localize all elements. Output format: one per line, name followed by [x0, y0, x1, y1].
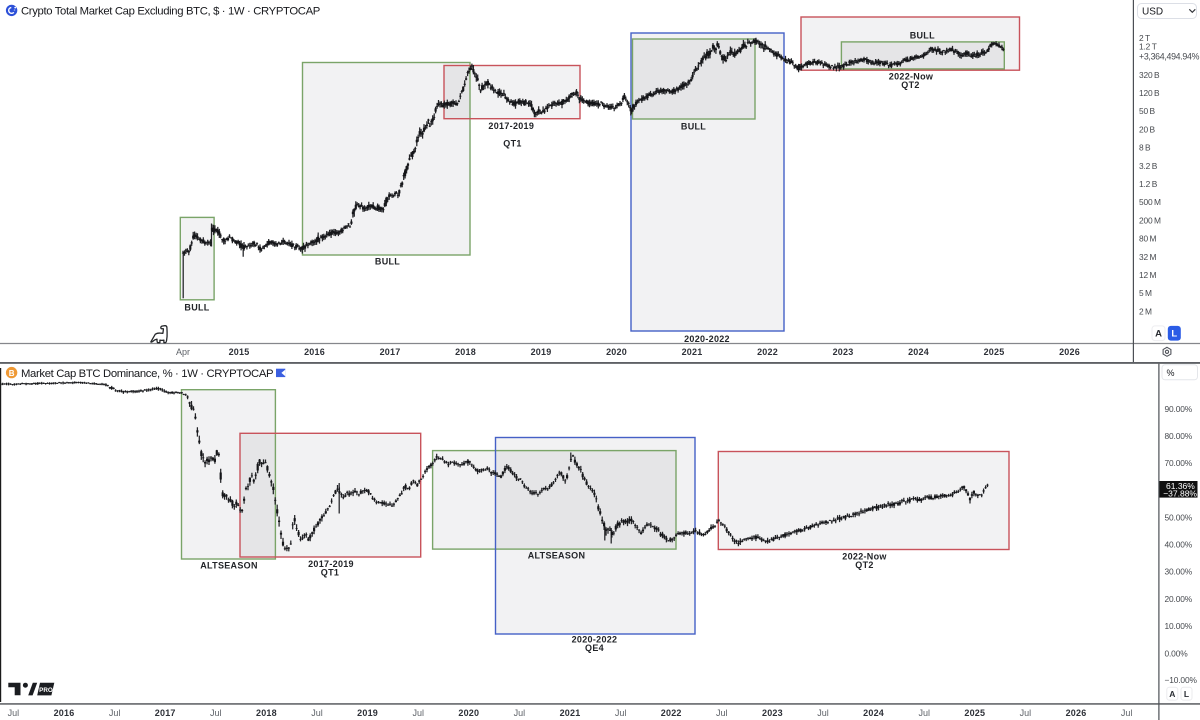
svg-text:2026: 2026 [1066, 708, 1087, 718]
svg-text:80.00%: 80.00% [1165, 431, 1193, 441]
svg-text:2021: 2021 [682, 347, 703, 357]
svg-text:USD: USD [1142, 6, 1163, 17]
svg-text:Jul: Jul [514, 708, 526, 718]
svg-text:2020-2022: 2020-2022 [572, 635, 618, 645]
svg-text:2020: 2020 [458, 708, 479, 718]
svg-text:5 M: 5 M [1139, 288, 1152, 298]
svg-text:B: B [9, 369, 15, 378]
svg-text:2023: 2023 [762, 708, 783, 718]
svg-text:200 M: 200 M [1139, 215, 1161, 225]
svg-text:A: A [1155, 329, 1162, 340]
svg-text:−37.88%: −37.88% [1163, 489, 1197, 499]
svg-text:10.00%: 10.00% [1165, 621, 1193, 631]
svg-text:70.00%: 70.00% [1165, 458, 1193, 468]
svg-text:L: L [1171, 329, 1177, 340]
svg-text:120 B: 120 B [1139, 88, 1160, 98]
svg-text:2017-2019: 2017-2019 [488, 121, 534, 131]
svg-text:2 T: 2 T [1139, 33, 1150, 43]
svg-text:QT2: QT2 [855, 560, 873, 570]
svg-text:BULL: BULL [375, 257, 400, 267]
svg-text:2015: 2015 [229, 347, 250, 357]
svg-text:A: A [1169, 689, 1175, 699]
svg-text:50.00%: 50.00% [1165, 512, 1193, 522]
svg-text:1.2 B: 1.2 B [1139, 179, 1158, 189]
svg-text:40.00%: 40.00% [1165, 540, 1193, 550]
svg-text:2025: 2025 [964, 708, 985, 718]
svg-text:ALTSEASON: ALTSEASON [200, 561, 258, 571]
svg-text:2022: 2022 [661, 708, 682, 718]
svg-text:2020-2022: 2020-2022 [684, 334, 730, 344]
svg-text:12 M: 12 M [1139, 270, 1157, 280]
svg-text:2017-2019: 2017-2019 [308, 559, 354, 569]
svg-text:8 B: 8 B [1139, 143, 1151, 153]
svg-text:Jul: Jul [615, 708, 627, 718]
svg-text:Jul: Jul [918, 708, 930, 718]
svg-text:2018: 2018 [256, 708, 277, 718]
svg-text:2021: 2021 [560, 708, 581, 718]
svg-text:20.00%: 20.00% [1165, 594, 1193, 604]
svg-text:QE4: QE4 [585, 643, 604, 653]
svg-text:320 B: 320 B [1139, 70, 1160, 80]
svg-text:Jul: Jul [1121, 708, 1133, 718]
svg-text:+3,364,494.94%: +3,364,494.94% [1139, 52, 1200, 62]
svg-text:2017: 2017 [155, 708, 176, 718]
svg-text:BULL: BULL [910, 31, 935, 41]
svg-text:20 B: 20 B [1139, 124, 1156, 134]
svg-text:ALTSEASON: ALTSEASON [528, 551, 586, 561]
svg-text:Apr: Apr [176, 347, 190, 357]
svg-text:Jul: Jul [716, 708, 728, 718]
svg-text:50 B: 50 B [1139, 106, 1156, 116]
svg-text:30.00%: 30.00% [1165, 567, 1193, 577]
svg-text:BULL: BULL [681, 122, 706, 132]
svg-text:PRO: PRO [39, 687, 53, 694]
svg-text:2 M: 2 M [1139, 306, 1152, 316]
svg-text:2017: 2017 [380, 347, 401, 357]
svg-text:32 M: 32 M [1139, 252, 1157, 262]
svg-text:2022-Now: 2022-Now [842, 552, 887, 562]
svg-text:2022-Now: 2022-Now [889, 72, 934, 82]
svg-text:QT1: QT1 [321, 567, 339, 577]
svg-text:3.2 B: 3.2 B [1139, 161, 1158, 171]
svg-text:2019: 2019 [531, 347, 552, 357]
svg-text:−10.00%: −10.00% [1165, 675, 1198, 685]
svg-text:1.2 T: 1.2 T [1139, 42, 1157, 52]
svg-text:2020: 2020 [606, 347, 627, 357]
svg-text:2026: 2026 [1059, 347, 1080, 357]
svg-text:Jul: Jul [412, 708, 424, 718]
svg-text:L: L [1184, 689, 1189, 699]
svg-text:2024: 2024 [908, 347, 929, 357]
svg-text:Jul: Jul [311, 708, 323, 718]
svg-text:2024: 2024 [863, 708, 884, 718]
svg-text:500 M: 500 M [1139, 197, 1161, 207]
svg-text:2022: 2022 [757, 347, 778, 357]
svg-text:Jul: Jul [8, 708, 20, 718]
svg-text:%: % [1167, 368, 1175, 378]
svg-text:2023: 2023 [833, 347, 854, 357]
svg-text:2016: 2016 [54, 708, 75, 718]
svg-text:80 M: 80 M [1139, 234, 1157, 244]
svg-text:2019: 2019 [357, 708, 378, 718]
svg-text:QT1: QT1 [503, 139, 521, 149]
svg-text:Jul: Jul [210, 708, 222, 718]
svg-text:61.36%: 61.36% [1166, 481, 1195, 491]
svg-text:Crypto Total Market Cap Exclud: Crypto Total Market Cap Excluding BTC, $… [21, 6, 320, 18]
svg-text:Jul: Jul [1020, 708, 1032, 718]
svg-text:2016: 2016 [304, 347, 325, 357]
svg-text:2018: 2018 [455, 347, 476, 357]
svg-text:Market Cap BTC Dominance, % ·: Market Cap BTC Dominance, % · 1W · CRYPT… [21, 368, 273, 380]
svg-text:Jul: Jul [109, 708, 121, 718]
svg-text:2025: 2025 [984, 347, 1005, 357]
svg-text:BULL: BULL [184, 303, 209, 313]
svg-text:Jul: Jul [817, 708, 829, 718]
svg-text:90.00%: 90.00% [1165, 404, 1193, 414]
svg-text:0.00%: 0.00% [1165, 648, 1189, 658]
svg-text:QT2: QT2 [901, 80, 919, 90]
